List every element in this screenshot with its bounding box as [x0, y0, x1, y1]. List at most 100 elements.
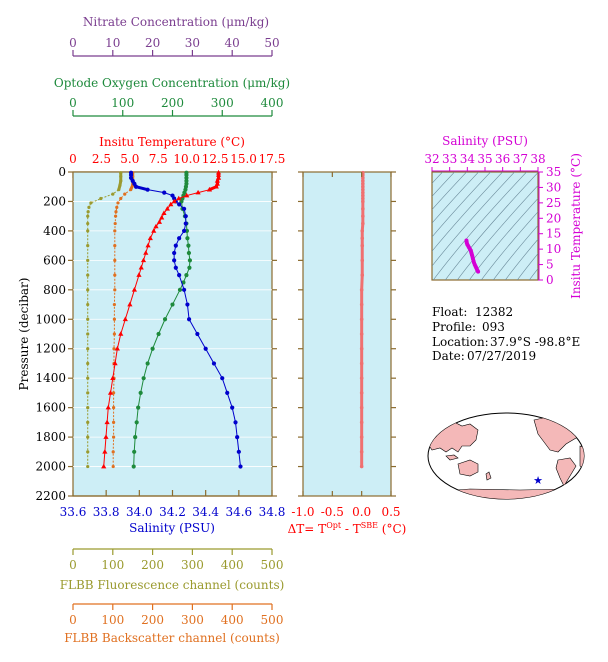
ts-salinity-tick-label: 38 — [530, 152, 545, 166]
fluorescence-point — [86, 464, 90, 469]
salinity-point — [182, 287, 187, 292]
salinity-axis-tick-label: 33.6 — [60, 505, 87, 519]
world-map: ★ — [427, 412, 585, 500]
delta-t-point — [359, 435, 364, 439]
temperature-point — [114, 345, 120, 351]
backscatter-point — [116, 201, 120, 205]
salinity-point — [235, 434, 240, 440]
backscatter-axis-tick-label: 400 — [221, 613, 244, 627]
main-profile-panel — [72, 171, 273, 497]
delta-t-tick-label: 0.0 — [352, 505, 371, 519]
fluorescence-point — [119, 174, 123, 179]
salinity-axis-tick-label: 34.6 — [225, 505, 252, 519]
salinity-point — [172, 258, 177, 263]
fluorescence-point — [86, 332, 90, 336]
pressure-tick-label: 2200 — [35, 489, 66, 503]
pressure-tick-label: 600 — [43, 253, 66, 267]
fluorescence-point — [86, 302, 90, 307]
fluorescence-point — [86, 214, 90, 218]
ts-density-contour — [528, 268, 538, 280]
oxygen-axis-tick-label: 100 — [111, 96, 134, 110]
oxygen-point — [187, 258, 193, 263]
map-landmass-new-zealand — [485, 471, 492, 481]
fluorescence-point — [86, 210, 90, 214]
delta-t-panel — [302, 171, 392, 497]
backscatter-point — [113, 273, 117, 277]
backscatter-axis-label: FLBB Backscatter channel (counts) — [64, 631, 280, 645]
nitrate-axis-label: Nitrate Concentration (μm/kg) — [83, 15, 269, 29]
backscatter-point — [129, 188, 133, 192]
temperature-axis-tick-label: 7.5 — [149, 152, 168, 166]
delta-t-point — [361, 193, 365, 198]
location-label: Location: — [432, 335, 489, 349]
ts-salinity-axis: 32 33 34 35 36 37 38 — [424, 152, 546, 172]
temperature-point — [136, 272, 142, 277]
temperature-point — [102, 449, 108, 454]
salinity-point — [238, 464, 243, 469]
backscatter-point — [111, 406, 116, 410]
fluorescence-point — [86, 361, 90, 366]
salinity-axis-tick-label: 33.8 — [93, 505, 120, 519]
oxygen-point — [133, 434, 138, 440]
oxygen-point — [185, 236, 190, 241]
temperature-axis-tick-label: 12.5 — [202, 152, 229, 166]
ts-density-contour — [432, 172, 503, 252]
ts-temperature-tick-label: 15 — [546, 227, 561, 241]
backscatter-point — [113, 288, 117, 292]
oxygen-point — [131, 464, 136, 469]
temperature-point — [156, 219, 163, 224]
oxygen-point — [184, 272, 189, 278]
salinity-axis-tick-label: 34.4 — [192, 505, 219, 519]
salinity-point — [230, 405, 235, 410]
salinity-point — [173, 265, 178, 270]
fluorescence-axis-tick-label: 200 — [141, 558, 164, 572]
delta-t-axis-label: ΔT= TOpt - TSBE (°C) — [288, 521, 407, 536]
nitrate-axis: 0 10 20 30 40 50 — [69, 36, 280, 57]
ts-density-contour — [492, 224, 538, 280]
temperature-point — [103, 434, 109, 439]
fluorescence-point — [111, 192, 115, 196]
fluorescence-point — [86, 435, 90, 439]
oxygen-point — [179, 199, 184, 204]
fluorescence-point — [86, 391, 90, 395]
pressure-tick-label: 2000 — [35, 460, 66, 474]
ts-density-contour — [432, 172, 527, 280]
ts-salinity-tick-label: 35 — [477, 152, 492, 166]
salinity-point — [182, 206, 187, 211]
float-location-marker: ★ — [533, 474, 543, 487]
ts-density-contour — [432, 172, 491, 238]
temperature-axis-tick-label: 17.5 — [259, 152, 286, 166]
backscatter-point — [113, 214, 118, 218]
temperature-point — [122, 316, 128, 322]
ts-temperature-tick-label: 25 — [546, 196, 561, 210]
date-value: 07/27/2019 — [467, 349, 536, 363]
delta-t-point — [361, 181, 365, 186]
fluorescence-point — [86, 244, 90, 248]
map-landmass-greenland — [563, 413, 579, 421]
backscatter-point — [111, 420, 116, 424]
delta-t-point — [360, 258, 365, 263]
map-landmass-antarctica — [428, 488, 584, 499]
map-landmass-indonesia — [445, 454, 459, 461]
ts-salinity-tick-label: 37 — [513, 152, 528, 166]
oxygen-point — [187, 265, 192, 270]
backscatter-axis-tick-label: 300 — [181, 613, 204, 627]
delta-t-label-sup: Opt — [326, 521, 342, 530]
oxygen-point — [162, 317, 168, 322]
ts-temperature-tick-label: 0 — [546, 273, 554, 287]
temperature-point — [176, 195, 182, 201]
nitrate-axis-tick-label: 20 — [145, 36, 160, 50]
salinity-point — [236, 449, 241, 454]
delta-t-tick-label: -0.5 — [321, 505, 344, 519]
temperature-axis-tick-label: 2.5 — [92, 152, 111, 166]
fluorescence-point — [87, 205, 91, 209]
oxygen-point — [134, 420, 139, 425]
delta-t-point — [361, 190, 365, 195]
fluorescence-point — [86, 273, 90, 277]
temperature-point — [138, 264, 144, 270]
float-value: 12382 — [475, 305, 513, 319]
backscatter-point — [111, 464, 115, 469]
temperature-point — [184, 192, 190, 198]
backscatter-point — [114, 210, 118, 214]
fluorescence-point — [119, 171, 123, 175]
